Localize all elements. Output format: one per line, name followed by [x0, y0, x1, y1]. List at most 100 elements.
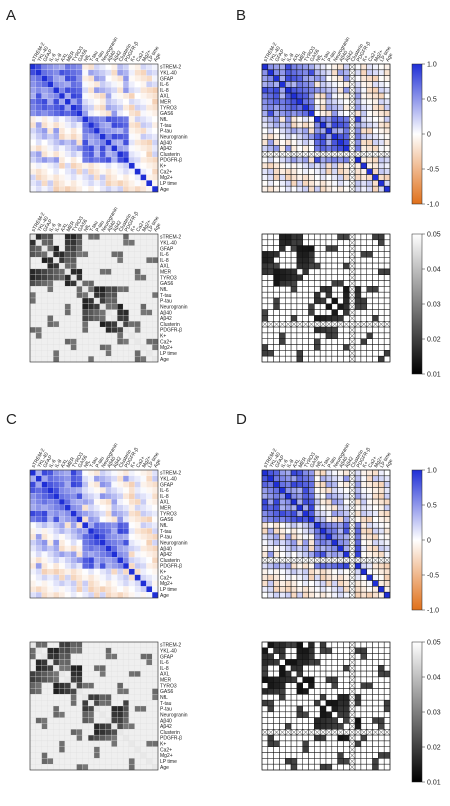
heatmap-cell	[383, 574, 391, 581]
heatmap-cell	[111, 694, 118, 701]
heatmap-cell	[128, 122, 135, 129]
heatmap-cell	[343, 580, 350, 587]
colorbar-tick-label: -0.5	[427, 573, 439, 580]
column-tick-label: Aβ40	[338, 456, 349, 469]
heatmap-cell	[152, 257, 159, 264]
heatmap-cell	[93, 516, 100, 523]
heatmap-cell	[82, 481, 89, 488]
heatmap-cell	[273, 740, 280, 747]
heatmap-cell	[152, 87, 159, 94]
heatmap-cell	[82, 286, 89, 293]
heatmap-cell	[325, 670, 333, 678]
heatmap-cell	[111, 262, 118, 270]
heatmap-cell	[29, 752, 36, 759]
heatmap-cell	[337, 533, 344, 541]
heatmap-cell	[372, 297, 379, 305]
heatmap-cell	[88, 516, 95, 523]
heatmap-cell	[47, 562, 54, 570]
heatmap-cell	[261, 233, 269, 241]
heatmap-cell	[134, 568, 141, 575]
heatmap-cell	[140, 653, 147, 660]
heatmap-cell	[128, 647, 135, 654]
heatmap-cell	[111, 545, 118, 552]
heatmap-cell	[128, 676, 135, 683]
heatmap-cell	[128, 700, 135, 707]
panel-frame	[29, 63, 159, 193]
heatmap-cell	[29, 574, 36, 581]
heatmap-cell	[285, 676, 292, 683]
heatmap-cell	[314, 332, 321, 339]
heatmap-cell	[64, 504, 71, 511]
heatmap-cell	[58, 145, 66, 152]
column-tick-label: Age	[153, 222, 163, 233]
heatmap-cell	[41, 315, 48, 322]
heatmap-cell	[53, 274, 60, 281]
heatmap-cell	[76, 659, 83, 666]
heatmap-cell	[134, 151, 141, 158]
heatmap-cell	[319, 586, 327, 593]
heatmap-cell	[337, 87, 344, 94]
row-tick-label: Aβ40	[160, 140, 172, 146]
heatmap-cell	[354, 676, 362, 683]
heatmap-cell	[117, 321, 124, 328]
hatch-mark	[349, 729, 356, 736]
heatmap-cell	[285, 586, 292, 593]
column-tick-label: IL-8	[54, 458, 64, 469]
heatmap-cell	[314, 303, 321, 310]
heatmap-cell	[41, 297, 48, 304]
heatmap-cell	[308, 69, 315, 76]
heatmap-cell	[58, 168, 66, 175]
heatmap-cell	[111, 487, 118, 494]
heatmap-cell	[366, 504, 373, 511]
heatmap-cell	[378, 694, 385, 701]
heatmap-cell	[279, 309, 286, 316]
heatmap-cell	[35, 522, 42, 529]
heatmap-cell	[64, 338, 71, 345]
heatmap-cell	[308, 665, 315, 672]
heatmap-cell	[325, 326, 333, 334]
heatmap-cell	[302, 303, 309, 310]
row-tick-label: P-tau	[160, 129, 172, 135]
heatmap-cell	[111, 592, 118, 599]
heatmap-cell	[152, 186, 159, 193]
heatmap-cell	[319, 92, 327, 100]
heatmap-cell	[302, 268, 309, 275]
heatmap-cell	[290, 487, 298, 494]
heatmap-cell	[378, 297, 385, 305]
heatmap-cell	[152, 580, 159, 587]
heatmap-cell	[117, 764, 124, 771]
heatmap-cell	[337, 758, 344, 765]
hatch-mark	[296, 557, 303, 564]
heatmap-cell	[261, 670, 269, 678]
column-tick-label: GAS6	[77, 454, 89, 469]
heatmap-cell	[337, 110, 344, 117]
heatmap-cell	[383, 694, 391, 701]
heatmap-cell	[70, 245, 77, 252]
heatmap-cell	[58, 350, 66, 357]
heatmap-cell	[325, 315, 333, 322]
row-tick-label: Clusterin	[160, 152, 180, 158]
heatmap-cell	[41, 280, 48, 287]
colorbar-tick-label: 0.05	[427, 640, 441, 647]
heatmap-cell	[58, 98, 66, 105]
heatmap-cell	[128, 734, 135, 742]
heatmap-cell	[82, 586, 89, 593]
heatmap-cell	[70, 504, 77, 511]
heatmap-cell	[140, 717, 147, 724]
heatmap-cell	[337, 498, 344, 506]
heatmap-cell	[105, 75, 112, 82]
heatmap-cell	[343, 763, 350, 771]
heatmap-cell	[378, 133, 385, 140]
heatmap-cell	[140, 151, 147, 158]
heatmap-cell	[267, 286, 274, 293]
heatmap-cell	[325, 659, 333, 666]
heatmap-cell	[146, 746, 153, 753]
heatmap-cell	[296, 688, 303, 695]
heatmap-cell	[273, 268, 280, 275]
heatmap-cell	[308, 121, 315, 129]
heatmap-cell	[64, 498, 71, 506]
heatmap-cell	[140, 740, 147, 747]
heatmap-cell	[273, 303, 280, 310]
heatmap-cell	[140, 487, 147, 494]
heatmap-cell	[93, 186, 100, 193]
